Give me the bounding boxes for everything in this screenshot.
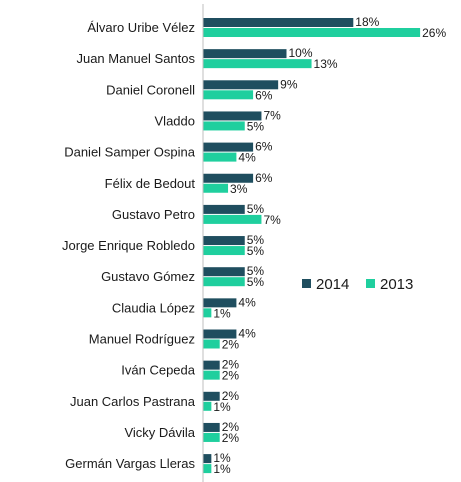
bar-2014 (203, 204, 245, 214)
value-label-2014: 4% (238, 327, 256, 341)
value-label-2013: 13% (314, 57, 338, 71)
value-label-2014: 1% (213, 451, 231, 465)
bar-2014 (203, 329, 237, 339)
category-label: Álvaro Uribe Vélez (87, 20, 195, 35)
category-label: Gustavo Petro (112, 207, 195, 222)
bar-2013 (203, 152, 237, 162)
value-label-2013: 4% (238, 151, 256, 165)
bars (203, 18, 421, 474)
bar-2013 (203, 28, 421, 37)
bar-2014 (203, 422, 220, 432)
category-label: Vicky Dávila (124, 425, 195, 440)
value-label-2013: 2% (222, 369, 240, 383)
category-label: Manuel Rodríguez (89, 332, 195, 347)
value-label-2013: 5% (247, 275, 265, 289)
value-label-2014: 2% (222, 420, 240, 434)
value-label-2014: 5% (247, 202, 265, 216)
bar-2014 (203, 236, 245, 246)
category-label: Germán Vargas Lleras (65, 456, 195, 471)
bar-2013 (203, 464, 212, 474)
category-label: Daniel Coronell (106, 82, 195, 97)
value-label-2014: 9% (280, 77, 298, 91)
category-label: Vladdo (155, 113, 195, 128)
category-label: Gustavo Gómez (101, 269, 195, 284)
bar-2013 (203, 401, 212, 411)
value-labels: 18%26%10%13%9%6%7%5%6%4%6%3%5%7%5%5%5%5%… (213, 15, 446, 476)
category-label: Juan Carlos Pastrana (70, 394, 196, 409)
value-label-2013: 2% (222, 338, 240, 352)
bar-2014 (203, 142, 254, 152)
bar-2014 (203, 454, 212, 464)
legend-label-2014: 2014 (316, 276, 349, 293)
legend-swatch-2014 (302, 279, 311, 288)
bar-2014 (203, 173, 254, 183)
bar-2014 (203, 80, 279, 90)
legend: 2014 2013 (302, 276, 413, 293)
value-label-2014: 10% (289, 46, 313, 60)
value-label-2013: 1% (213, 306, 231, 320)
bar-2013 (203, 214, 262, 224)
value-label-2013: 1% (213, 400, 231, 414)
bar-2013 (203, 370, 220, 380)
bar-2013 (203, 90, 254, 100)
value-label-2014: 7% (263, 108, 281, 122)
value-label-2014: 5% (247, 264, 265, 278)
value-label-2014: 2% (222, 389, 240, 403)
category-label: Iván Cepeda (121, 363, 195, 378)
bar-2013 (203, 339, 220, 349)
value-label-2014: 6% (255, 171, 273, 185)
bar-2013 (203, 121, 245, 131)
value-label-2013: 5% (247, 119, 265, 133)
value-label-2014: 2% (222, 358, 240, 372)
legend-swatch-2013 (366, 279, 375, 288)
value-label-2013: 1% (213, 462, 231, 476)
category-label: Jorge Enrique Robledo (62, 238, 195, 253)
bar-2013 (203, 246, 245, 256)
bar-2013 (203, 432, 220, 442)
category-label: Daniel Samper Ospina (64, 145, 196, 160)
bar-2014 (203, 111, 262, 121)
bar-2014 (203, 267, 245, 277)
value-label-2014: 18% (355, 15, 379, 29)
category-label: Claudia López (112, 300, 195, 315)
bar-2014 (203, 18, 354, 27)
value-label-2013: 3% (230, 182, 248, 196)
bar-2014 (203, 49, 287, 59)
value-label-2013: 2% (222, 431, 240, 445)
category-label: Juan Manuel Santos (76, 51, 195, 66)
value-label-2013: 26% (422, 26, 446, 40)
bar-2013 (203, 277, 245, 287)
value-label-2014: 4% (238, 295, 256, 309)
bar-2013 (203, 59, 312, 69)
bar-2013 (203, 183, 229, 193)
value-label-2013: 7% (263, 213, 281, 227)
value-label-2013: 5% (247, 244, 265, 258)
value-label-2014: 6% (255, 140, 273, 154)
legend-label-2013: 2013 (380, 276, 413, 293)
category-label: Félix de Bedout (105, 176, 196, 191)
bar-2014 (203, 298, 237, 308)
bar-2014 (203, 360, 220, 370)
bar-2013 (203, 308, 212, 318)
value-label-2014: 5% (247, 233, 265, 247)
value-label-2013: 6% (255, 88, 273, 102)
bar-2014 (203, 391, 220, 401)
category-labels: Álvaro Uribe Vélez Juan Manuel Santos Dani… (62, 20, 196, 471)
